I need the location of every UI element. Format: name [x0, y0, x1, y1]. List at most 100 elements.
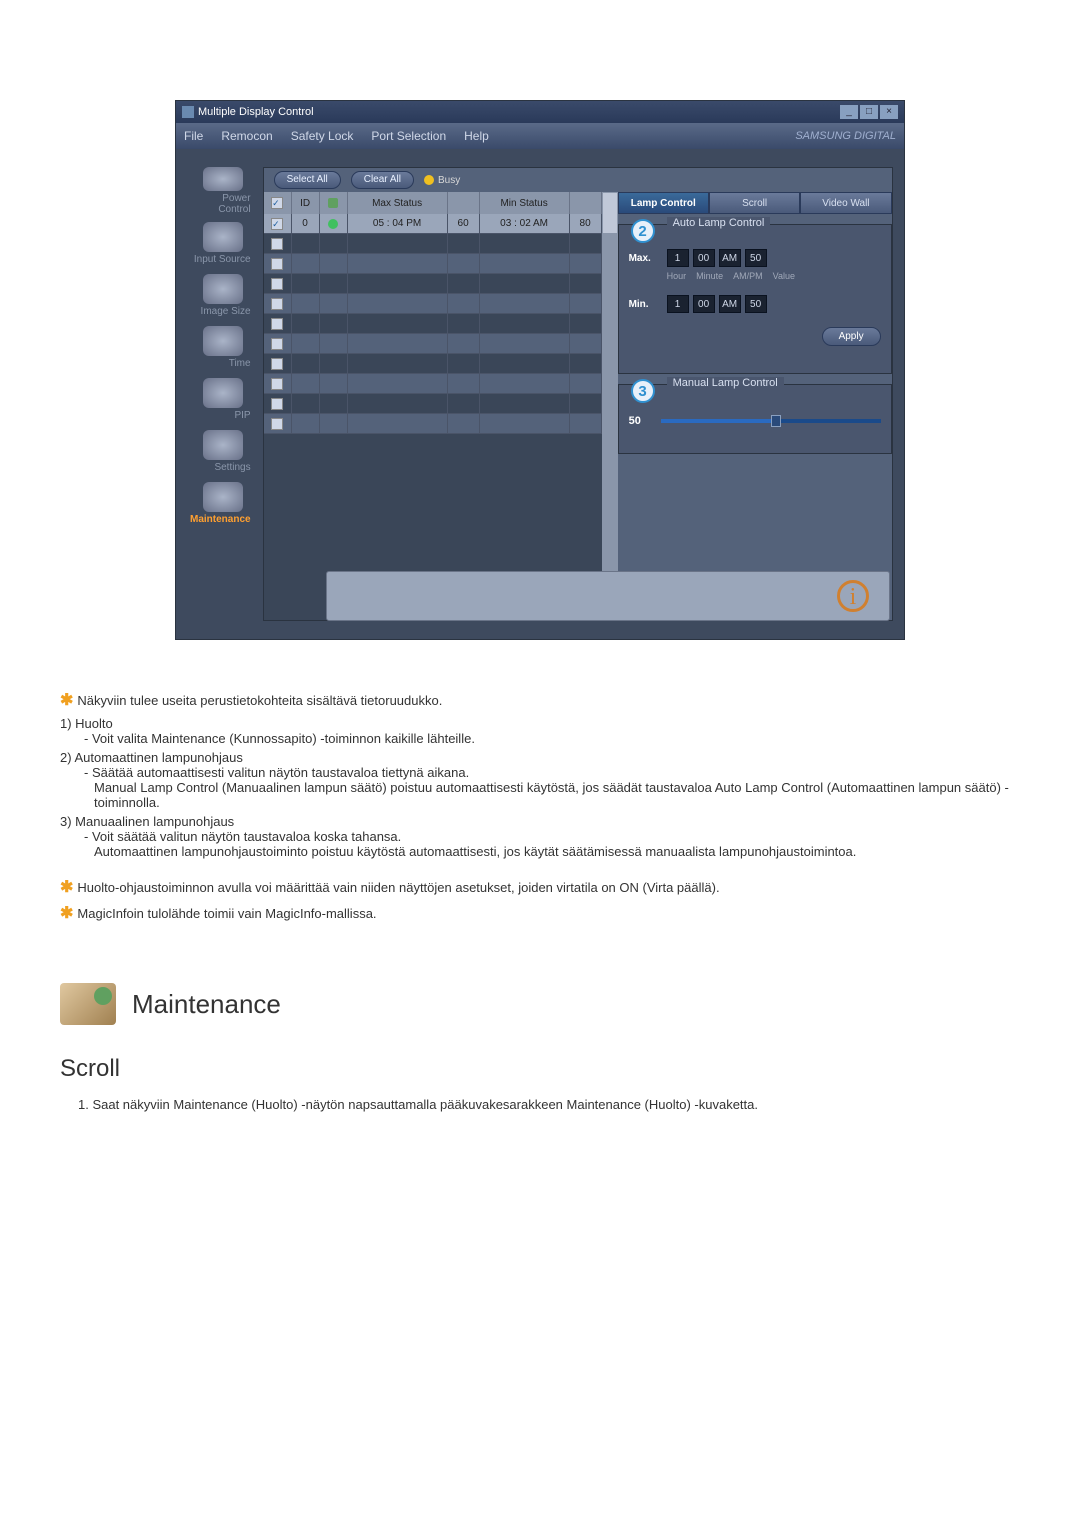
numbered-list: 1) Huolto - Voit valita Maintenance (Kun…	[60, 716, 1020, 859]
table-row[interactable]: 0 05 : 04 PM 60 03 : 02 AM 80	[264, 214, 602, 234]
busy-indicator: Busy	[424, 175, 460, 186]
menu-help[interactable]: Help	[464, 129, 489, 143]
star-note-2: ✱MagicInfoin tulolähde toimii vain Magic…	[60, 903, 1020, 923]
sidebar: Power Control Input Source Image Size Ti…	[190, 167, 257, 621]
star-icon: ✱	[60, 692, 73, 709]
sidebar-item-pip[interactable]: PIP	[190, 375, 257, 423]
min-minute-input[interactable]	[693, 295, 715, 313]
max-minute-input[interactable]	[693, 249, 715, 267]
sidebar-item-maintenance[interactable]: Maintenance	[190, 479, 257, 527]
row-checkbox[interactable]	[271, 238, 283, 250]
menu-port-selection[interactable]: Port Selection	[371, 129, 446, 143]
max-value-input[interactable]	[745, 249, 767, 267]
tab-video-wall[interactable]: Video Wall	[800, 192, 891, 214]
list-item: 3) Manuaalinen lampunohjaus - Voit säätä…	[60, 814, 1020, 859]
info-icon: i	[837, 580, 869, 612]
titlebar: Multiple Display Control _ □ ×	[176, 101, 904, 123]
manual-slider[interactable]	[661, 419, 881, 423]
status-table: ID Max Status Min Status 0 05 : 04 PM 60	[264, 192, 602, 620]
settings-icon	[203, 430, 243, 460]
item3-body1: - Voit säätää valitun näytön taustavaloa…	[84, 829, 1020, 844]
sidebar-item-image-size[interactable]: Image Size	[190, 271, 257, 319]
select-all-button[interactable]: Select All	[274, 171, 341, 189]
row-checkbox[interactable]	[271, 258, 283, 270]
row-checkbox[interactable]	[271, 358, 283, 370]
manual-lamp-panel: 3 Manual Lamp Control 50	[618, 384, 892, 454]
row-checkbox[interactable]	[271, 378, 283, 390]
table-scrollbar[interactable]	[602, 192, 618, 620]
callout-2: 2	[631, 219, 655, 243]
window-title: Multiple Display Control	[198, 106, 314, 118]
sidebar-item-power-control[interactable]: Power Control	[190, 167, 257, 215]
th-id: ID	[292, 192, 320, 214]
row-checkbox[interactable]	[271, 318, 283, 330]
min-label: Min.	[629, 299, 663, 310]
tab-scroll[interactable]: Scroll	[709, 192, 800, 214]
item2-body1: - Säätää automaattisesti valitun näytön …	[84, 765, 1020, 780]
star1-text: Huolto-ohjaustoiminnon avulla voi määrit…	[77, 880, 719, 895]
th-checkbox	[264, 192, 292, 214]
manual-value: 50	[629, 415, 653, 427]
table-wrap: ID Max Status Min Status 0 05 : 04 PM 60	[264, 192, 892, 620]
right-panel: Lamp Control Scroll Video Wall 2 Auto La…	[618, 192, 892, 620]
header-checkbox[interactable]	[271, 197, 283, 209]
lbl-hour: Hour	[667, 271, 687, 281]
lbl-minute: Minute	[696, 271, 723, 281]
clear-all-button[interactable]: Clear All	[351, 171, 414, 189]
lbl-ampm: AM/PM	[733, 271, 763, 281]
cell-min-val: 80	[570, 214, 602, 234]
auto-lamp-title: Auto Lamp Control	[667, 217, 771, 229]
manual-lamp-title: Manual Lamp Control	[667, 377, 784, 389]
table-row	[264, 314, 602, 334]
table-row	[264, 234, 602, 254]
th-max-val	[448, 192, 480, 214]
cell-id: 0	[292, 214, 320, 234]
tab-lamp-control[interactable]: Lamp Control	[618, 192, 709, 214]
min-value-input[interactable]	[745, 295, 767, 313]
app-window: Multiple Display Control _ □ × File Remo…	[175, 100, 905, 640]
row-checkbox[interactable]	[271, 218, 283, 230]
table-header: ID Max Status Min Status	[264, 192, 602, 214]
pip-icon	[203, 378, 243, 408]
close-button[interactable]: ×	[880, 105, 898, 119]
scrollbar-thumb[interactable]	[603, 193, 617, 233]
status-header-icon	[328, 198, 338, 208]
star-note-1: ✱ Huolto-ohjaustoiminnon avulla voi määri…	[60, 877, 1020, 897]
maintenance-icon	[203, 482, 243, 512]
section-subtitle: Scroll	[60, 1055, 1020, 1083]
item2-title: 2) Automaattinen lampunohjaus	[60, 750, 243, 765]
section-header: Maintenance	[60, 983, 1020, 1025]
max-hour-input[interactable]	[667, 249, 689, 267]
sidebar-item-time[interactable]: Time	[190, 323, 257, 371]
th-min-status: Min Status	[480, 192, 570, 214]
min-row: Min.	[629, 295, 881, 313]
max-ampm-input[interactable]	[719, 249, 741, 267]
min-hour-input[interactable]	[667, 295, 689, 313]
star-icon: ✱	[60, 879, 73, 896]
slider-thumb[interactable]	[771, 415, 781, 427]
star2-text: MagicInfoin tulolähde toimii vain MagicI…	[77, 906, 376, 921]
menu-safety-lock[interactable]: Safety Lock	[291, 129, 354, 143]
row-checkbox[interactable]	[271, 418, 283, 430]
maximize-button[interactable]: □	[860, 105, 878, 119]
row-checkbox[interactable]	[271, 298, 283, 310]
row-checkbox[interactable]	[271, 278, 283, 290]
input-icon	[203, 222, 243, 252]
sidebar-item-input-source[interactable]: Input Source	[190, 219, 257, 267]
time-icon	[203, 326, 243, 356]
maintenance-section-icon	[60, 983, 116, 1025]
section-body: 1. Saat näkyviin Maintenance (Huolto) -n…	[78, 1097, 1020, 1112]
sidebar-item-settings[interactable]: Settings	[190, 427, 257, 475]
section-title: Maintenance	[132, 989, 281, 1020]
footer-bar: i	[326, 571, 890, 621]
th-min-val	[570, 192, 602, 214]
min-ampm-input[interactable]	[719, 295, 741, 313]
power-icon	[203, 167, 243, 191]
row-checkbox[interactable]	[271, 398, 283, 410]
menu-file[interactable]: File	[184, 129, 203, 143]
row-checkbox[interactable]	[271, 338, 283, 350]
minimize-button[interactable]: _	[840, 105, 858, 119]
apply-button[interactable]: Apply	[822, 327, 881, 346]
menu-remocon[interactable]: Remocon	[221, 129, 272, 143]
app-icon	[182, 106, 194, 118]
